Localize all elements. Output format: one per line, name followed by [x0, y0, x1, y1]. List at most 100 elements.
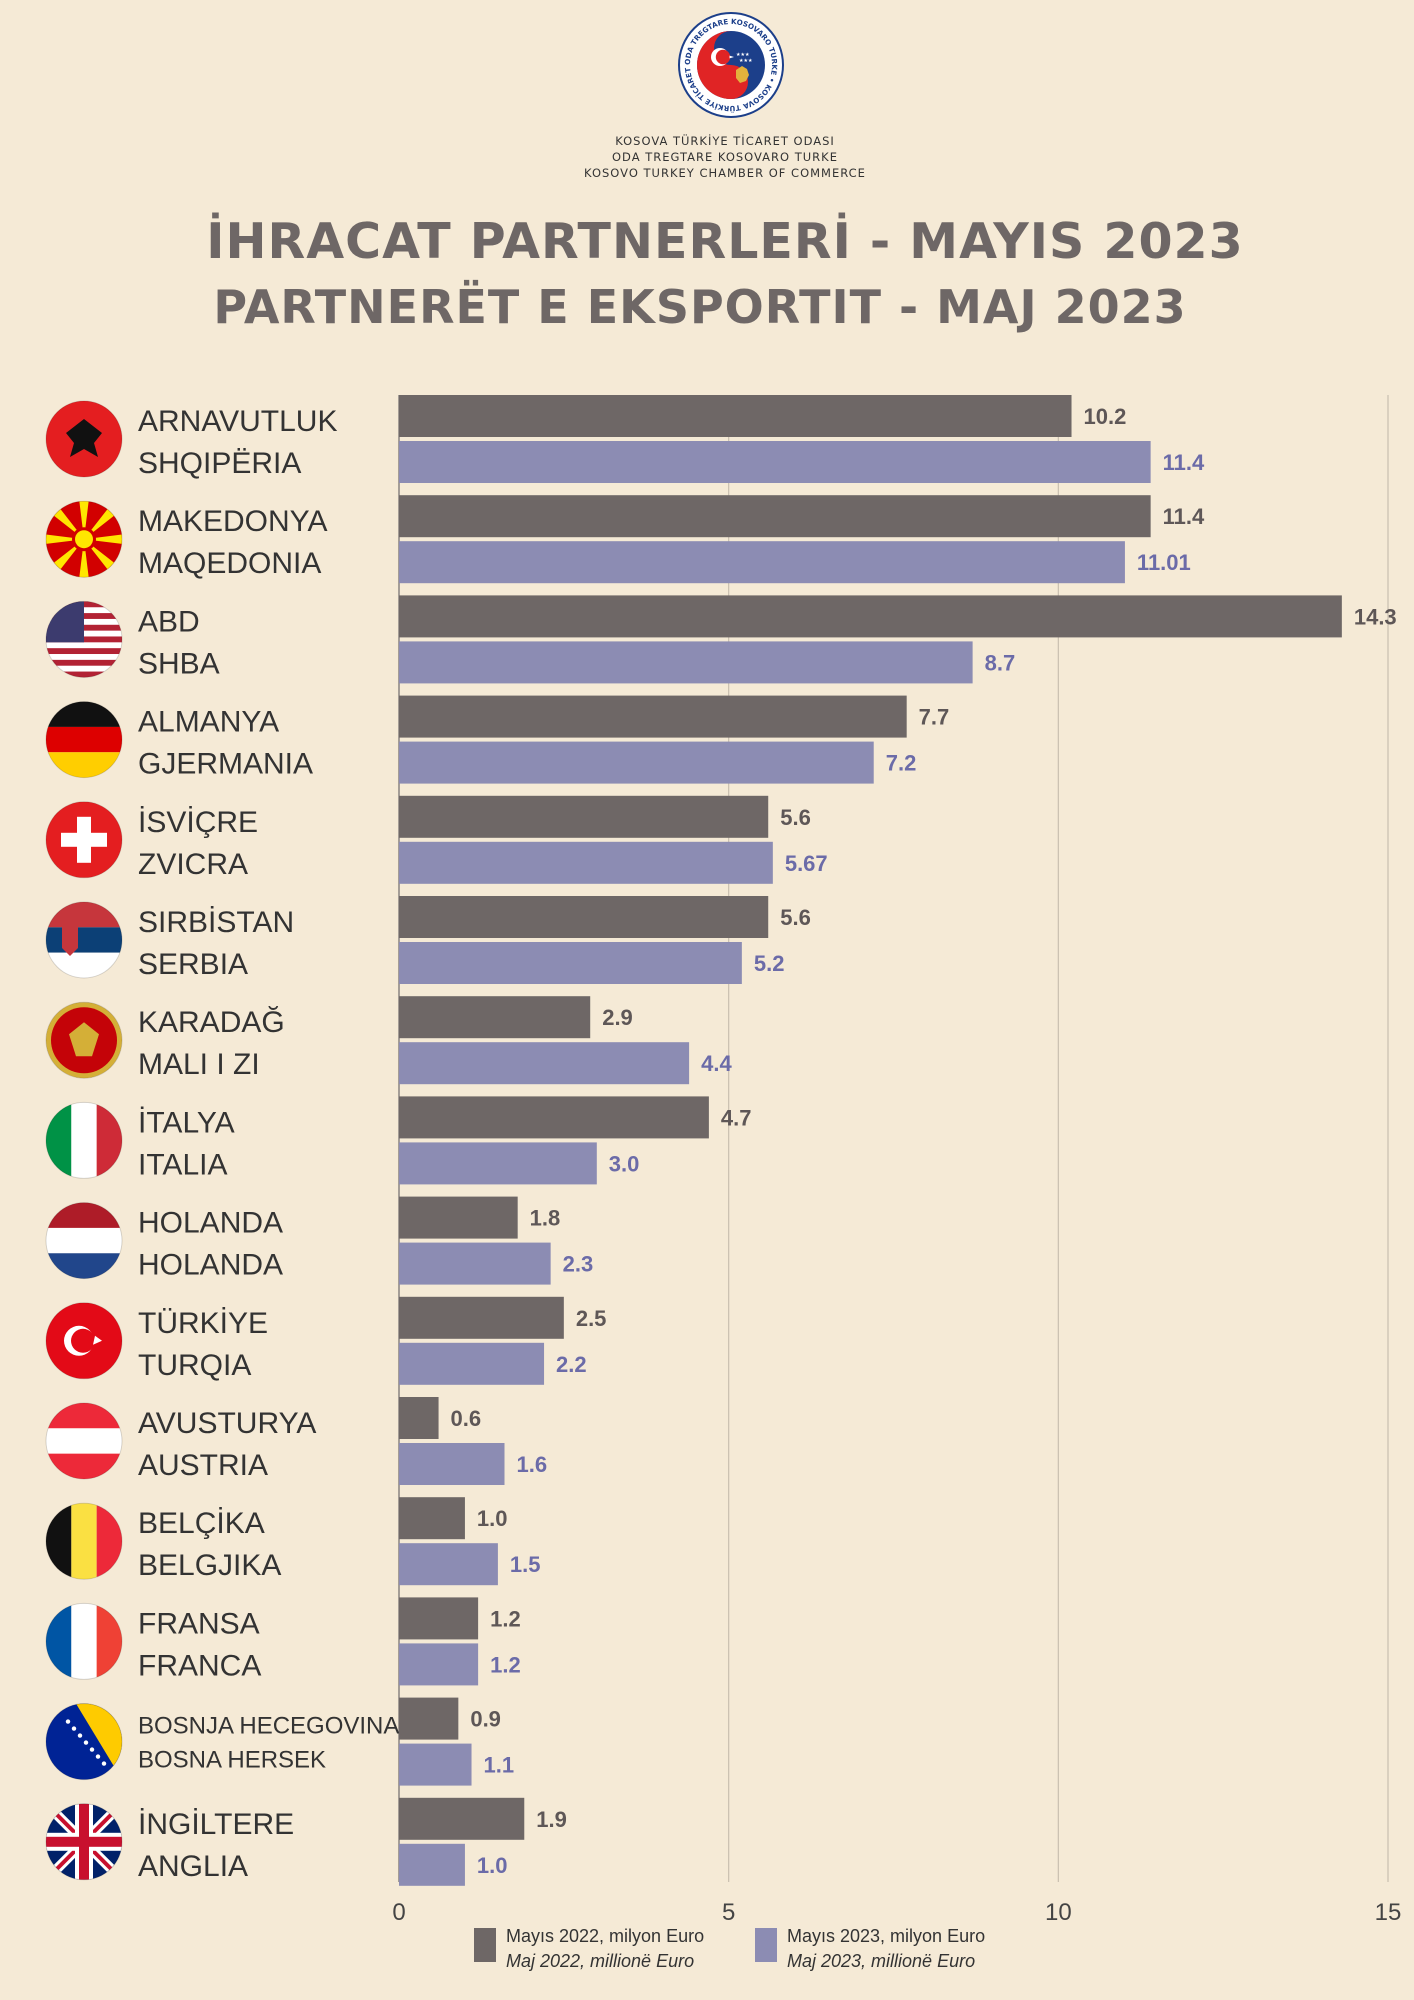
chart-subtitle: PARTNERËT E EKSPORTIT - MAJ 2023	[213, 280, 1187, 334]
uk-flag-icon	[45, 1803, 123, 1881]
bar-2022	[399, 795, 769, 838]
bar-2022	[399, 1797, 525, 1840]
bar-2023	[399, 942, 742, 984]
value-label-2022: 2.5	[576, 1306, 607, 1331]
turkey-flag-icon	[45, 1302, 123, 1380]
netherlands-flag-icon	[45, 1202, 123, 1280]
bar-2022	[399, 1296, 564, 1339]
bar-2023	[399, 541, 1125, 584]
legend-2023: Mayıs 2023, milyon Euro Maj 2023, millio…	[755, 1924, 985, 1974]
category-label-tr: İTALYA	[138, 1106, 235, 1139]
category-label-sq: HOLANDA	[138, 1249, 283, 1282]
bar-2022	[399, 1397, 439, 1439]
legend-label-2022-alt: Maj 2022, millionë Euro	[506, 1951, 695, 1971]
value-label-2023: 2.3	[563, 1252, 594, 1277]
category-label-sq: AUSTRIA	[138, 1449, 268, 1482]
value-label-2023: 8.7	[985, 650, 1016, 675]
bar-2023	[399, 1443, 505, 1485]
value-label-2023: 11.01	[1137, 550, 1191, 575]
organization-name-line: ODA TREGTARE KOSOVARO TURKE	[612, 150, 838, 164]
category-label-sq: FRANCA	[138, 1649, 261, 1682]
category-label-sq: BOSNA HERSEK	[138, 1747, 326, 1774]
category-label-sq: MAQEDONIA	[138, 547, 321, 580]
legend-swatch-2023	[755, 1928, 777, 1962]
north-macedonia-flag-icon	[45, 500, 123, 578]
bosnia-flag-icon	[45, 1703, 123, 1781]
x-tick-label: 15	[1375, 1899, 1402, 1926]
bar-2022	[399, 595, 1342, 638]
switzerland-flag-icon	[45, 801, 123, 879]
category-label-tr: SIRBİSTAN	[138, 906, 294, 939]
bar-2023	[399, 441, 1151, 483]
bar-2022	[399, 1196, 518, 1239]
usa-flag-icon	[45, 600, 123, 678]
bar-2023	[399, 1743, 472, 1786]
chamber-logo: ODA TREGTARE KOSOVARO TURKE • KOSOVA TÜR…	[676, 10, 784, 118]
value-label-2022: 10.2	[1084, 404, 1127, 429]
organization-name-line: KOSOVA TÜRKİYE TİCARET ODASI	[615, 134, 835, 148]
category-label-tr: HOLANDA	[138, 1207, 283, 1240]
value-label-2022: 1.8	[530, 1206, 561, 1231]
category-label-sq: ANGLIA	[138, 1850, 248, 1883]
value-label-2023: 7.2	[886, 751, 917, 776]
bar-2022	[399, 1497, 465, 1540]
x-tick-label: 5	[722, 1899, 735, 1926]
bar-2022	[399, 1597, 479, 1640]
category-label-tr: TÜRKİYE	[138, 1307, 268, 1340]
category-label-tr: ARNAVUTLUK	[138, 405, 337, 438]
value-label-2022: 1.0	[477, 1506, 508, 1531]
value-label-2022: 7.7	[919, 705, 950, 730]
value-label-2023: 5.67	[785, 851, 828, 876]
category-label-sq: SERBIA	[138, 948, 248, 981]
bar-2022	[399, 395, 1072, 437]
bar-2023	[399, 641, 973, 684]
category-label-tr: BELÇİKA	[138, 1507, 265, 1540]
category-label-sq: GJERMANIA	[138, 748, 313, 781]
value-label-2022: 1.2	[490, 1606, 521, 1631]
category-label-tr: KARADAĞ	[138, 1006, 285, 1039]
category-label-tr: ABD	[138, 605, 200, 638]
montenegro-flag-icon	[45, 1001, 123, 1079]
bar-2022	[399, 1697, 459, 1740]
legend-2022: Mayıs 2022, milyon Euro Maj 2022, millio…	[474, 1924, 704, 1974]
value-label-2022: 1.9	[536, 1807, 567, 1832]
svg-text:★★★: ★★★	[739, 58, 753, 64]
bar-2023	[399, 1543, 498, 1586]
x-tick-label: 0	[392, 1899, 405, 1926]
category-label-tr: MAKEDONYA	[138, 505, 327, 538]
bar-2023	[399, 1142, 597, 1185]
value-label-2022: 5.6	[780, 805, 811, 830]
category-label-sq: BELGJIKA	[138, 1549, 281, 1582]
value-label-2022: 4.7	[721, 1105, 752, 1130]
bar-2022	[399, 1096, 709, 1139]
category-label-tr: FRANSA	[138, 1607, 260, 1640]
category-label-sq: TURQIA	[138, 1349, 251, 1382]
bar-2023	[399, 1042, 690, 1085]
category-label-tr: ALMANYA	[138, 706, 279, 739]
organization-name-line: KOSOVO TURKEY CHAMBER OF COMMERCE	[584, 166, 866, 180]
legend-label-2023-alt: Maj 2023, millionë Euro	[787, 1951, 976, 1971]
category-label-sq: ZVICRA	[138, 848, 248, 881]
value-label-2023: 1.2	[490, 1652, 521, 1677]
value-label-2023: 4.4	[701, 1051, 732, 1076]
chart-title: İHRACAT PARTNERLERİ - MAYIS 2023	[206, 213, 1244, 270]
x-tick-label: 10	[1045, 1899, 1072, 1926]
bar-2023	[399, 1843, 465, 1886]
category-label-tr: İSVİÇRE	[138, 806, 258, 839]
bar-2023	[399, 1342, 545, 1385]
value-label-2023: 1.5	[510, 1552, 541, 1577]
value-label-2023: 5.2	[754, 951, 785, 976]
france-flag-icon	[45, 1602, 123, 1680]
legend-label-2022: Mayıs 2022, milyon Euro	[506, 1926, 705, 1946]
bar-2023	[399, 741, 874, 784]
value-label-2022: 0.9	[470, 1707, 501, 1732]
value-label-2023: 2.2	[556, 1352, 587, 1377]
category-label-sq: ITALIA	[138, 1148, 227, 1181]
category-label-sq: SHBA	[138, 647, 220, 680]
bar-2022	[399, 996, 591, 1039]
value-label-2022: 0.6	[451, 1406, 482, 1431]
legend-swatch-2022	[474, 1928, 496, 1962]
albania-flag-icon	[45, 400, 123, 478]
bar-2023	[399, 1643, 479, 1686]
